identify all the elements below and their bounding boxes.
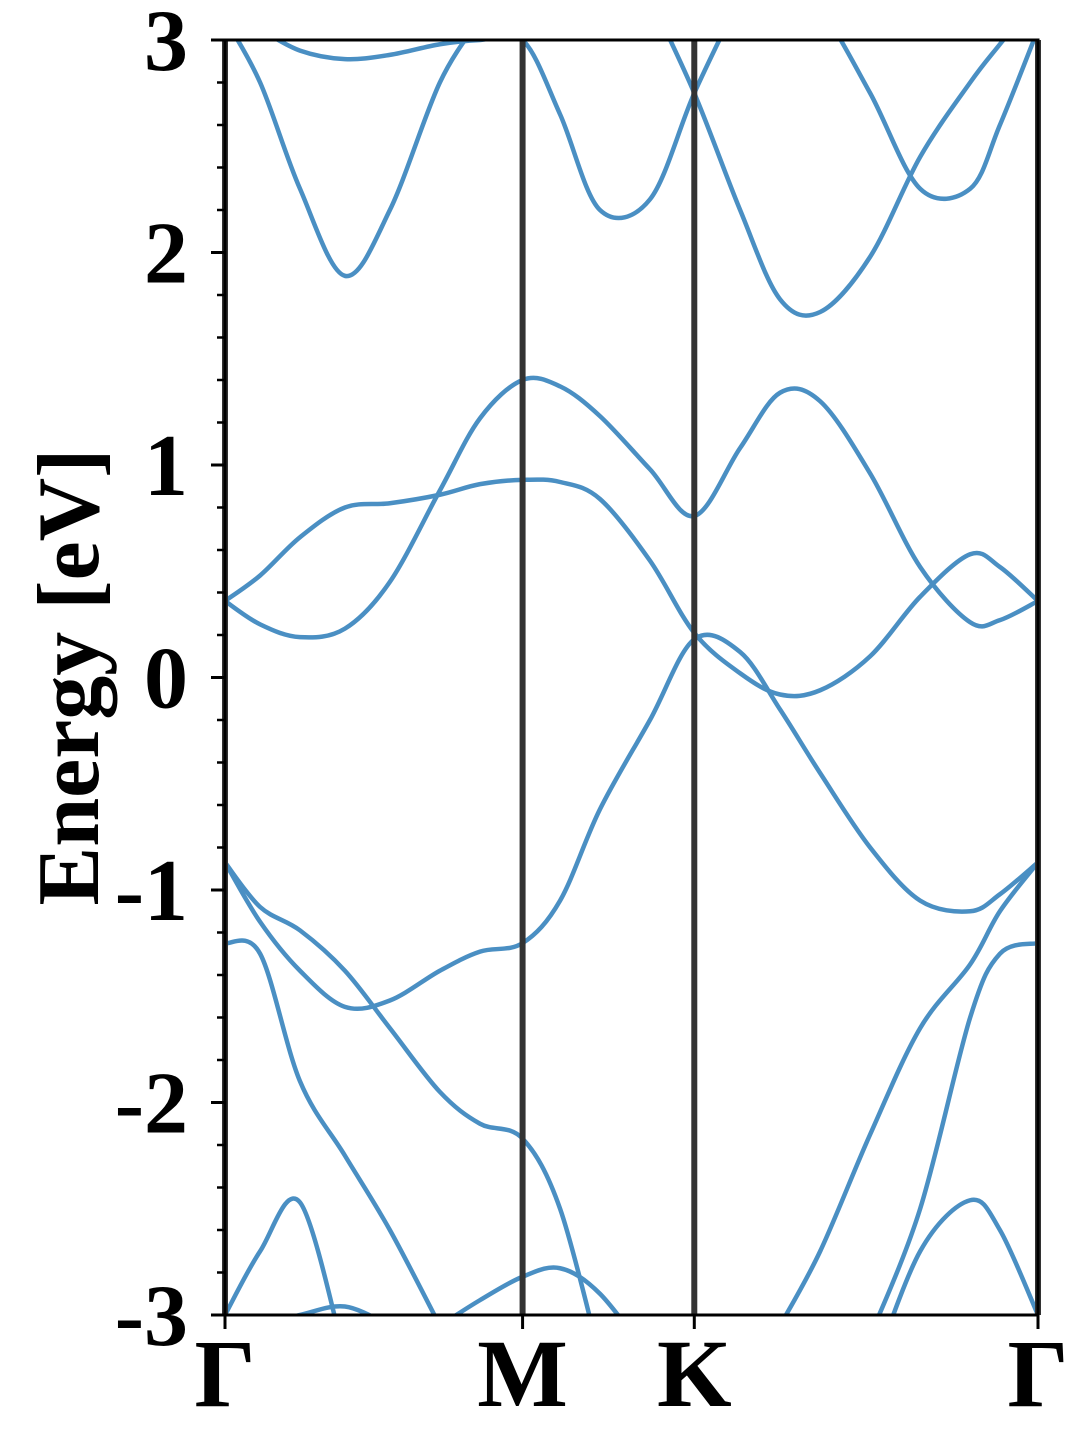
y-tick-label: -2 <box>115 1056 188 1153</box>
y-axis-label: Energy [eV] <box>21 449 118 906</box>
band-line <box>838 40 1037 201</box>
band-line <box>783 860 1038 1315</box>
band-line <box>452 1265 621 1315</box>
y-tick-label: 3 <box>144 0 188 90</box>
band-line <box>235 40 468 279</box>
band-line <box>225 632 1038 1012</box>
band-line <box>890 1197 1038 1315</box>
band-line <box>290 1303 375 1315</box>
band-line <box>225 938 1038 1315</box>
y-tick-label: -3 <box>115 1268 188 1365</box>
y-tick-label: 1 <box>144 418 188 515</box>
y-tick-label: -1 <box>115 843 188 940</box>
band-line <box>273 40 722 221</box>
band-line <box>225 375 1038 640</box>
plot-area <box>225 40 1038 1315</box>
y-tick-label: 2 <box>144 206 188 303</box>
band-line <box>667 40 1007 318</box>
band-line <box>225 860 592 1315</box>
band-line <box>225 1196 337 1315</box>
band-line <box>225 477 1038 699</box>
y-tick-label: 0 <box>144 631 188 728</box>
x-tick-label: K <box>657 1320 732 1427</box>
x-tick-label: Γ <box>1007 1320 1068 1427</box>
plot-frame <box>223 38 1040 1317</box>
x-tick-label: M <box>477 1320 568 1427</box>
x-tick-label: Γ <box>194 1320 255 1427</box>
